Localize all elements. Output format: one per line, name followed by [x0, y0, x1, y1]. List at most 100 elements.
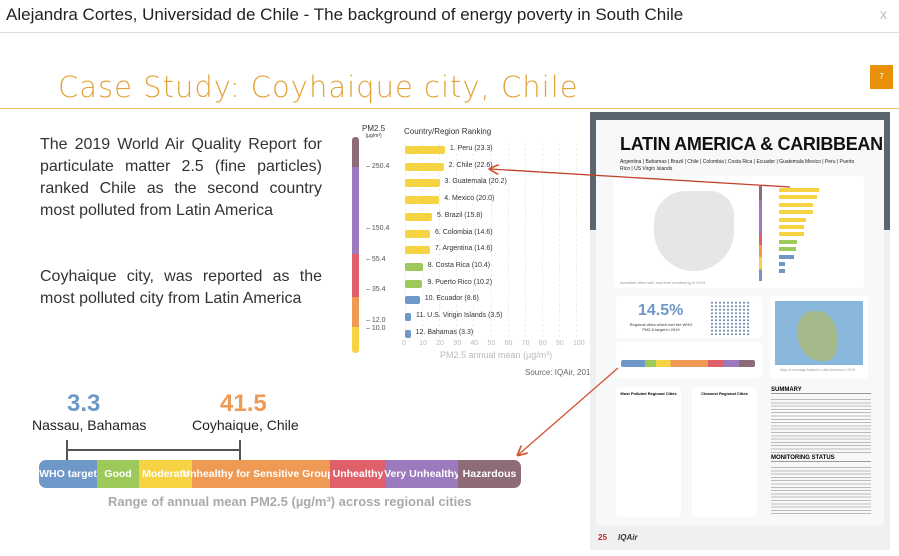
gridline: [524, 143, 526, 337]
gridline: [558, 143, 560, 337]
map2-caption: Map of coverage based in Latin America i…: [780, 368, 855, 372]
x-tick-label: 30: [453, 340, 462, 347]
bar: [405, 229, 430, 238]
scale-label: – 250.4: [366, 163, 390, 170]
mini-bar: [779, 247, 797, 252]
bar-label: 5. Brazil (15.8): [437, 211, 483, 219]
scale-segment: [352, 137, 359, 168]
aqi-segment: WHO target: [39, 460, 97, 488]
arrow-to-chile: [490, 169, 791, 188]
bar-label: 9. Puerto Rico (10.2): [427, 278, 493, 286]
bar-label: 11. U.S. Virigin Islands (3.5): [415, 312, 503, 319]
chart-source: Source: IQAir, 2019: [525, 368, 595, 377]
scale-title: PM2.5 (µg/m³): [362, 124, 385, 139]
paragraph-coyhaique: Coyhaique city, was reported as the most…: [40, 268, 322, 307]
arrow-to-range-bar: [518, 367, 619, 455]
report-page-image: LATIN AMERICA & CARIBBEAN Argentina | Ba…: [590, 112, 890, 550]
summary-heading: SUMMARY: [771, 387, 871, 394]
low-city: Nassau, Bahamas: [32, 417, 147, 433]
report-cleanest: Cleanest Regional Cities: [692, 387, 757, 517]
range-caption: Range of annual mean PM2.5 (µg/m³) acros…: [108, 494, 472, 509]
report-range-card: [616, 342, 762, 378]
monitoring-heading: MONITORING STATUS: [771, 455, 871, 462]
bar-label: 6. Colombia (14.6): [434, 228, 493, 236]
high-city: Coyhaique, Chile: [192, 417, 299, 433]
bar: [405, 296, 420, 305]
mini-bar: [779, 269, 785, 274]
high-value: 41.5: [220, 390, 267, 417]
scale-label: – 10.0: [366, 325, 386, 332]
mini-bar: [779, 210, 813, 215]
aqi-segment: Moderate: [139, 460, 192, 488]
range-bracket: [66, 440, 241, 460]
x-tick-label: 10: [419, 340, 427, 347]
aqi-segment: Very Unhealthy: [384, 460, 460, 488]
paragraph-ranking: The 2019 World Air Quality Report for pa…: [40, 136, 322, 219]
bar-label: 2. Chile (22.6): [448, 161, 493, 169]
mini-bar: [779, 262, 785, 266]
gridline: [490, 143, 492, 337]
report-map-card: Available cities with real time monitori…: [614, 176, 864, 288]
scale-segment: [352, 167, 359, 254]
bar: [405, 262, 423, 271]
slide-title: Case Study: Coyhaique city, Chile: [58, 70, 579, 104]
report-countries: Argentina | Bahamas | Brazil | Chile | C…: [620, 159, 855, 172]
close-icon[interactable]: x: [880, 6, 887, 22]
report-stat-card: 14.5% Regional cities which met the WHO …: [616, 296, 762, 338]
scale-label: – 35.4: [366, 286, 386, 293]
report-coverage-map: Map of coverage based in Latin America i…: [770, 296, 868, 378]
cleanest-title: Cleanest Regional Cities: [701, 391, 748, 396]
bar-label: 7. Argentina (14.6): [434, 245, 493, 253]
gridline: [439, 143, 441, 337]
iqair-logo: IQAir: [618, 533, 638, 542]
bar-label: 3. Guatemala (20.2): [444, 178, 507, 186]
gridline: [473, 143, 475, 337]
bar: [405, 196, 440, 205]
pm25-color-scale: [352, 137, 359, 353]
window-title: Alejandra Cortes, Universidad de Chile -…: [6, 5, 684, 24]
aqi-segment: Unhealthy for Sensitive Groups: [183, 460, 339, 488]
bar: [405, 179, 440, 188]
x-tick-label: 50: [487, 340, 496, 347]
x-tick-label: 20: [436, 340, 444, 347]
mini-bar: [779, 202, 814, 207]
bar-label: 4. Mexico (20.0): [444, 195, 495, 203]
report-page: LATIN AMERICA & CARIBBEAN Argentina | Ba…: [596, 120, 884, 525]
scale-segment: [352, 253, 359, 297]
scale-title-text: PM2.5: [362, 124, 386, 133]
chart-title: Country/Region Ranking: [404, 127, 492, 136]
x-tick-label: 80: [538, 340, 547, 347]
gridline: [422, 143, 424, 337]
scale-label: – 12.0: [366, 317, 386, 324]
gridline: [507, 143, 509, 337]
mini-bar: [779, 239, 797, 244]
bar-label: 12. Bahamas (3.3): [415, 328, 474, 336]
bar: [405, 329, 411, 338]
gridline: [456, 143, 458, 337]
x-tick-label: 40: [470, 340, 479, 347]
x-tick-label: 100: [573, 340, 585, 347]
aqi-segment: Good: [97, 460, 139, 488]
bar: [405, 313, 411, 321]
aqi-segment: Unhealthy: [330, 460, 386, 488]
page-number: 7: [870, 65, 893, 89]
report-page-number: 25: [598, 533, 607, 542]
report-stat-caption: Regional cities which met the WHO PM2.5 …: [629, 322, 693, 332]
scale-segment: [352, 327, 359, 353]
bar: [405, 279, 423, 288]
bar-label: 8. Costa Rica (10.4): [427, 261, 491, 269]
scale-label: – 150.4: [366, 225, 390, 232]
mini-bar: [779, 188, 819, 192]
mini-bar: [779, 225, 804, 229]
x-tick-label: 0: [402, 340, 406, 347]
bar-label: 10. Ecuador (8.6): [424, 295, 479, 303]
low-value: 3.3: [67, 390, 101, 417]
mini-bar: [779, 254, 794, 259]
mini-bar: [779, 195, 818, 200]
x-tick-label: 70: [521, 340, 530, 347]
gridline: [541, 143, 543, 337]
x-tick-label: 60: [504, 340, 513, 347]
report-title: LATIN AMERICA & CARIBBEAN: [620, 134, 883, 154]
most-polluted-title: Most Polluted Regional Cities: [620, 391, 677, 396]
